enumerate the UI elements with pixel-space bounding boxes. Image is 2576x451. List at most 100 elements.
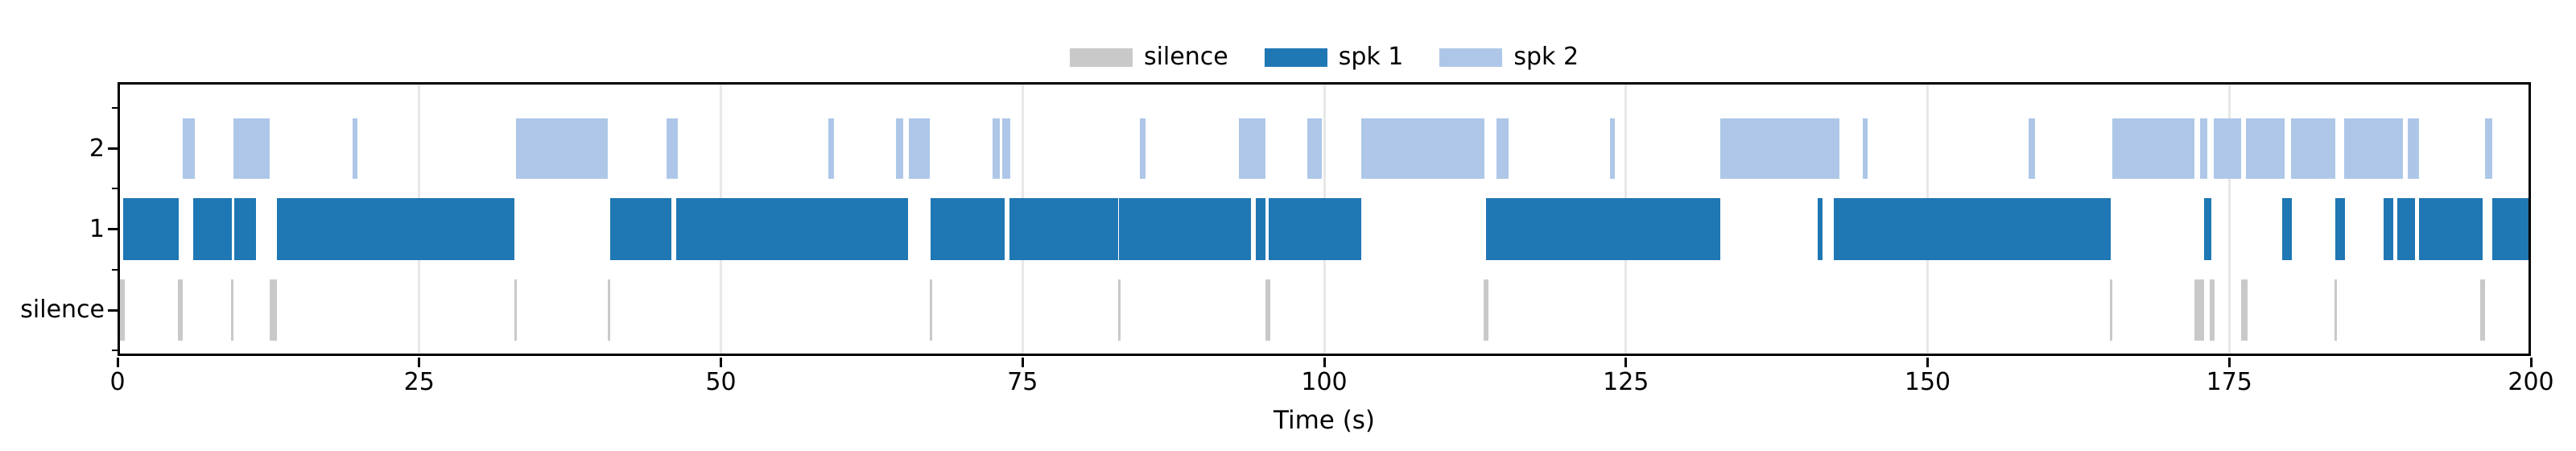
spk2-segment: [353, 118, 358, 179]
spk2-segment: [667, 118, 678, 179]
spk1-segment: [1255, 198, 1265, 260]
y-tick: [108, 308, 118, 312]
silence-segment: [269, 279, 277, 341]
silence-segment: [2210, 279, 2215, 341]
silence-segment: [1483, 279, 1488, 341]
x-tick-label: 50: [705, 368, 737, 396]
x-tick-label: 75: [1007, 368, 1038, 396]
y-tick-label: 1: [89, 214, 105, 243]
x-tick: [116, 358, 119, 367]
spk2-segment: [895, 118, 903, 179]
silence-segment: [2241, 279, 2248, 341]
spk1-segment: [1269, 198, 1362, 260]
silence-segment: [118, 279, 125, 341]
x-tick: [1926, 358, 1929, 367]
spk1-segment: [2418, 198, 2483, 260]
silence-segment: [1117, 279, 1121, 341]
spk2-segment: [2029, 118, 2035, 179]
spk1-segment: [2384, 198, 2394, 260]
x-tick-label: 25: [403, 368, 435, 396]
spk2-segment: [1001, 118, 1011, 179]
spk1-segment: [1009, 198, 1118, 260]
legend-label: spk 2: [1513, 43, 1579, 71]
silence-segment: [2480, 279, 2486, 341]
silence-segment: [2109, 279, 2112, 341]
spk2-segment: [2408, 118, 2419, 179]
spk1-segment: [123, 198, 180, 260]
x-tick-label: 125: [1603, 368, 1649, 396]
spk1-segment: [1818, 198, 1823, 260]
x-tick: [418, 358, 421, 367]
legend-label: spk 1: [1338, 43, 1404, 71]
x-tick: [1021, 358, 1024, 367]
spk2-segment: [1719, 118, 1840, 179]
spk1-segment: [193, 198, 233, 260]
legend-entry: silence: [1069, 43, 1228, 71]
spk1-segment: [1119, 198, 1251, 260]
silence-segment: [230, 279, 233, 341]
spk2-segment: [2343, 118, 2404, 179]
legend-swatch-spk2: [1439, 48, 1503, 67]
x-tick: [2529, 358, 2533, 367]
legend-entry: spk 1: [1264, 43, 1404, 71]
spk2-segment: [2485, 118, 2493, 179]
grid-line: [2227, 82, 2231, 356]
x-tick-label: 0: [109, 368, 126, 396]
silence-segment: [177, 279, 183, 341]
x-axis-label: Time (s): [1273, 406, 1376, 435]
legend-swatch-spk1: [1264, 48, 1327, 67]
y-tick: [108, 147, 118, 150]
spk2-segment: [1496, 118, 1509, 179]
spk1-segment: [2335, 198, 2346, 260]
legend-swatch-silence: [1069, 48, 1133, 67]
spk1-segment: [1485, 198, 1720, 260]
spk2-segment: [909, 118, 930, 179]
spk2-segment: [1307, 118, 1322, 179]
y-minor-tick: [112, 268, 118, 271]
x-tick: [1624, 358, 1628, 367]
spk1-segment: [2203, 198, 2211, 260]
spk2-segment: [1238, 118, 1265, 179]
spk2-segment: [2112, 118, 2194, 179]
silence-segment: [607, 279, 610, 341]
x-tick: [2227, 358, 2231, 367]
x-tick-label: 200: [2508, 368, 2554, 396]
y-tick-label: silence: [20, 296, 105, 324]
spk2-segment: [1610, 118, 1616, 179]
legend-label: silence: [1143, 43, 1228, 71]
x-tick-label: 150: [1904, 368, 1951, 396]
y-minor-tick: [112, 106, 118, 109]
spk2-segment: [233, 118, 270, 179]
spk2-segment: [1862, 118, 1868, 179]
spk1-segment: [276, 198, 515, 260]
silence-segment: [514, 279, 518, 341]
x-tick-label: 175: [2206, 368, 2252, 396]
spk2-segment: [1139, 118, 1146, 179]
x-tick: [1323, 358, 1326, 367]
y-minor-tick: [112, 349, 118, 351]
spk1-segment: [2282, 198, 2293, 260]
spk1-segment: [2492, 198, 2531, 260]
spk2-segment: [2290, 118, 2336, 179]
x-tick: [720, 358, 722, 367]
spk1-segment: [931, 198, 1005, 260]
spk1-segment: [1833, 198, 2112, 260]
y-tick: [108, 228, 118, 230]
silence-segment: [1265, 279, 1270, 341]
silence-segment: [2194, 279, 2204, 341]
y-minor-tick: [112, 188, 118, 189]
spk2-segment: [2200, 118, 2208, 179]
silence-segment: [2334, 279, 2337, 341]
y-tick-label: 2: [89, 134, 105, 163]
spk2-segment: [2246, 118, 2285, 179]
legend: silence spk 1 spk 2: [1069, 43, 1579, 71]
spk2-segment: [1361, 118, 1485, 179]
x-tick-label: 100: [1301, 368, 1348, 396]
spk2-segment: [828, 118, 835, 179]
spk1-segment: [2396, 198, 2416, 260]
spk2-segment: [182, 118, 195, 179]
spk2-segment: [515, 118, 608, 179]
legend-entry: spk 2: [1439, 43, 1579, 71]
spk1-segment: [234, 198, 257, 260]
